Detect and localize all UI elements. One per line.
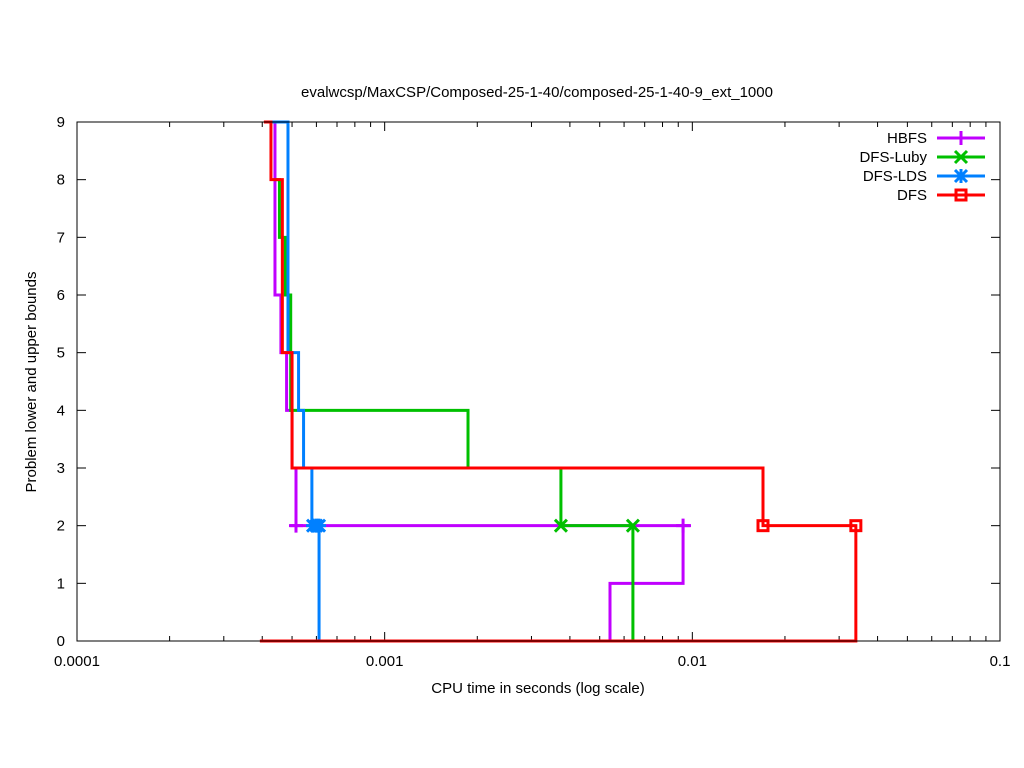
x-tick-label: 0.01: [678, 653, 707, 670]
square-icon: [756, 519, 770, 533]
series-hbfs: [265, 120, 691, 641]
square-icon: [849, 519, 863, 533]
data-point-hbfs: [288, 518, 303, 533]
y-tick-label: 2: [57, 518, 65, 535]
legend-label-dfs-luby: DFS-Luby: [859, 149, 927, 166]
cross-icon: [553, 518, 568, 533]
legend-marker-dfs-lds: [953, 168, 969, 184]
x-tick-label: 0.0001: [54, 653, 100, 670]
series-dfs-lds: [271, 120, 327, 641]
legend-marker-hbfs: [954, 131, 968, 145]
y-axis-label: Problem lower and upper bounds: [23, 272, 40, 493]
star-icon: [953, 168, 969, 184]
plus-icon: [676, 518, 691, 533]
y-tick-label: 6: [57, 287, 65, 304]
x-tick-label: 0.001: [366, 653, 404, 670]
data-point-hbfs: [676, 518, 691, 533]
y-tick-label: 5: [57, 345, 65, 362]
cross-icon: [953, 149, 969, 165]
y-tick-label: 9: [57, 114, 65, 131]
data-point-dfs: [756, 519, 770, 533]
legend-marker-dfs-luby: [953, 149, 969, 165]
cross-icon: [625, 518, 640, 533]
legend-marker-dfs: [954, 188, 968, 202]
plot-frame: [76, 121, 1001, 642]
x-tick-label: 0.1: [990, 653, 1011, 670]
legend-label-dfs-lds: DFS-LDS: [863, 168, 927, 185]
plus-icon: [954, 131, 968, 145]
y-tick-label: 8: [57, 172, 65, 189]
plus-icon: [288, 518, 303, 533]
legend: HBFS DFS-Luby DFS-LDS DFS: [859, 130, 985, 204]
y-tick-label: 7: [57, 229, 65, 246]
series-line-hbfs: [608, 525, 685, 641]
series-layer: [259, 120, 863, 643]
star-icon: [311, 518, 327, 533]
axes: 0.0001 0.001 0.01 0.1 0 1 2 3 4 5 6 7 8 9: [54, 114, 1010, 670]
y-tick-label: 1: [57, 575, 65, 592]
data-point-dfs-lds: [311, 518, 327, 533]
series-dfs-luby: [273, 178, 640, 641]
y-tick-label: 4: [57, 402, 65, 419]
series-line-dfs-luby: [273, 178, 635, 641]
data-point-dfs: [849, 519, 863, 533]
legend-label-hbfs: HBFS: [887, 130, 927, 147]
x-axis-label: CPU time in seconds (log scale): [431, 680, 644, 697]
y-tick-label: 0: [57, 633, 65, 650]
square-icon: [954, 188, 968, 202]
chart-title: evalwcsp/MaxCSP/Composed-25-1-40/compose…: [301, 84, 773, 101]
y-tick-label: 3: [57, 460, 65, 477]
data-point-dfs-luby: [553, 518, 568, 533]
legend-label-dfs: DFS: [897, 187, 927, 204]
series-line-dfs: [259, 120, 858, 643]
data-point-dfs-luby: [625, 518, 640, 533]
series-dfs: [259, 120, 863, 643]
